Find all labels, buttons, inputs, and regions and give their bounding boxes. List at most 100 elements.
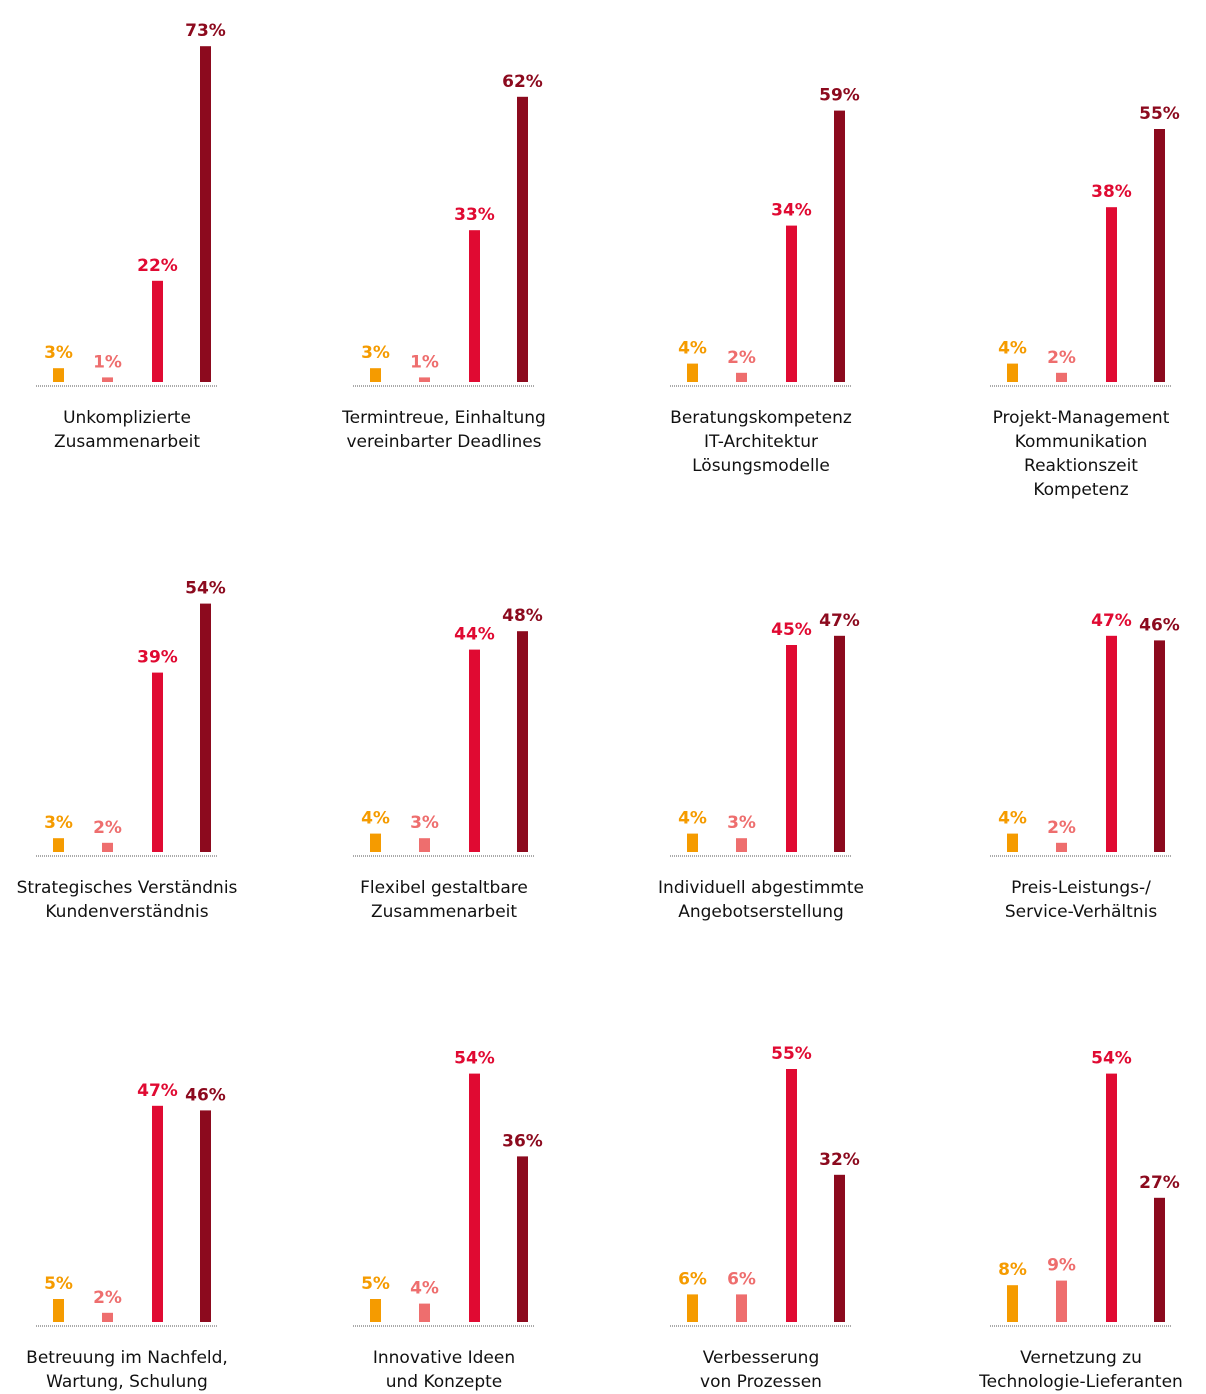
bar [834, 635, 845, 852]
bar-chart-svg: 3% 1% 22% 73% [36, 21, 226, 387]
bar [1106, 635, 1117, 852]
bar [736, 372, 747, 382]
data-label: 44% [454, 625, 495, 645]
bar-chart-svg: 3% 1% 33% 62% [353, 72, 543, 387]
data-label: 22% [137, 256, 178, 276]
chart-category-label: Individuell abgestimmte Angebotserstellu… [658, 878, 864, 922]
bar [1106, 207, 1117, 382]
data-label: 46% [185, 1085, 226, 1105]
bar [200, 46, 211, 382]
bar-chart-svg: 5% 4% 54% 36% [353, 1049, 543, 1327]
bar [53, 368, 64, 382]
bar [469, 649, 480, 852]
chart-panel: 3% 2% 39% 54% Strategisches Verständnis Kund… [17, 0, 276, 1392]
data-label: 2% [93, 1288, 122, 1308]
bar [687, 363, 698, 382]
data-label: 54% [454, 1049, 495, 1069]
data-label: 5% [44, 1274, 73, 1294]
bar [200, 1110, 211, 1322]
chart-panel: 4% 3% 44% 48% Flexibel gestaltbare Zusammena… [353, 0, 593, 1392]
data-label: 2% [93, 818, 122, 838]
bar [1154, 129, 1165, 382]
bar [419, 1303, 430, 1322]
bar [419, 838, 430, 852]
bar-chart-svg: 3% 2% 39% 54% [36, 579, 226, 857]
data-label: 47% [137, 1081, 178, 1101]
data-label: 55% [1139, 104, 1180, 124]
data-label: 2% [727, 348, 756, 368]
data-label: 47% [1091, 611, 1132, 631]
bar [469, 1073, 480, 1322]
data-label: 59% [819, 86, 860, 106]
bar [786, 1069, 797, 1322]
bar-chart-svg: 4% 2% 38% 55% [990, 104, 1180, 387]
bar [1007, 363, 1018, 382]
chart-category-label: Unkomplizierte Zusammenarbeit [53, 408, 201, 452]
bar [1007, 1285, 1018, 1322]
bar [1106, 1073, 1117, 1322]
bar [102, 842, 113, 852]
data-label: 55% [771, 1044, 812, 1064]
chart-panel: 6% 6% 55% 32% Verbesserung von Prozessen [670, 0, 910, 1392]
bar [152, 280, 163, 382]
data-label: 38% [1091, 182, 1132, 202]
chart-panel: 3% 1% 33% 62% Termintreue, Einhaltung verein… [342, 0, 593, 1392]
chart-panel: 4% 3% 45% 47% Individuell abgestimmte Angebo… [658, 0, 910, 1392]
bar [736, 1294, 747, 1322]
bar [370, 1299, 381, 1322]
data-label: 36% [502, 1131, 543, 1151]
data-label: 4% [998, 339, 1027, 359]
chart-panel: 4% 2% 38% 55% Projekt-Management Kommunikati… [990, 0, 1206, 1392]
data-label: 1% [410, 352, 439, 372]
data-label: 33% [454, 205, 495, 225]
chart-category-label: Termintreue, Einhaltung vereinbarter Dea… [342, 408, 546, 452]
bar [834, 110, 845, 382]
bar [370, 833, 381, 852]
bar [786, 225, 797, 382]
data-label: 3% [361, 343, 390, 363]
chart-category-label: Betreuung im Nachfeld, Wartung, Schulung [26, 1348, 228, 1392]
data-label: 54% [1091, 1049, 1132, 1069]
data-label: 2% [1047, 348, 1076, 368]
chart-category-label: Strategisches Verständnis Kundenverständ… [16, 878, 238, 922]
bar-chart-svg: 4% 2% 47% 46% [990, 611, 1180, 857]
chart-category-label: Preis-Leistungs-/ Service-Verhältnis [1004, 878, 1158, 922]
data-label: 34% [771, 201, 812, 221]
bar [517, 96, 528, 383]
chart-category-label: Innovative Ideen und Konzepte [372, 1348, 516, 1392]
data-label: 3% [44, 343, 73, 363]
bar [1154, 1197, 1165, 1322]
data-label: 48% [502, 606, 543, 626]
bar [1056, 372, 1067, 382]
bar [469, 230, 480, 382]
bar [102, 1312, 113, 1322]
bar [419, 377, 430, 382]
data-label: 1% [93, 352, 122, 372]
data-label: 3% [410, 813, 439, 833]
data-label: 4% [678, 809, 707, 829]
data-label: 4% [678, 339, 707, 359]
data-label: 27% [1139, 1173, 1180, 1193]
data-label: 46% [1139, 615, 1180, 635]
bar [1056, 842, 1067, 852]
bar [1154, 640, 1165, 852]
data-label: 73% [185, 21, 226, 41]
bar [102, 377, 113, 382]
bar [687, 833, 698, 852]
chart-category-label: Vernetzung zu Technologie-Lieferanten [979, 1348, 1183, 1392]
data-label: 3% [727, 813, 756, 833]
chart-panel: 5% 4% 54% 36% Innovative Ideen und Konzepte [353, 0, 593, 1392]
data-label: 4% [998, 809, 1027, 829]
bar [53, 838, 64, 852]
bar [152, 672, 163, 852]
data-label: 8% [998, 1260, 1027, 1280]
chart-panel: 8% 9% 54% 27% Vernetzung zu Technologie-Lief… [979, 0, 1206, 1392]
chart-panel: 4% 2% 47% 46% Preis-Leistungs-/ Service-Verh… [990, 0, 1206, 1392]
bar [687, 1294, 698, 1322]
chart-category-label: Verbesserung von Prozessen [700, 1348, 822, 1392]
bar [786, 645, 797, 852]
bar [834, 1174, 845, 1322]
data-label: 3% [44, 813, 73, 833]
bar [1056, 1280, 1067, 1322]
